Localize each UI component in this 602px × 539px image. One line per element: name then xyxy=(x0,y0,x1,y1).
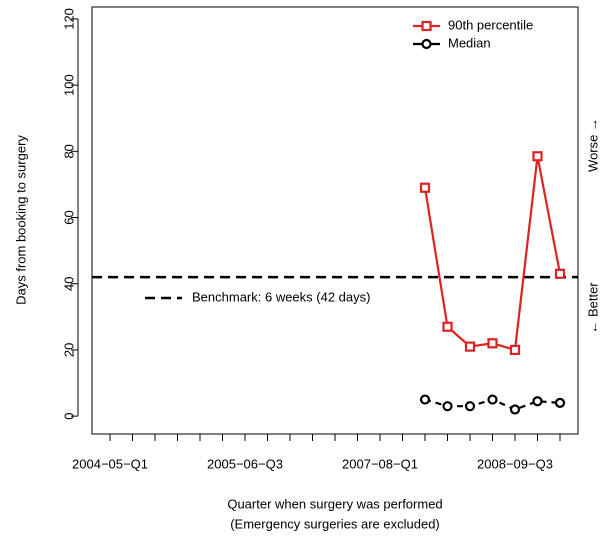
y-tick-label: 0 xyxy=(61,413,76,420)
plot-box xyxy=(91,6,579,435)
x-axis-sublabel: (Emergency surgeries are excluded) xyxy=(230,516,440,531)
y-tick-label: 120 xyxy=(61,8,76,30)
x-tick-label: 2007−08−Q1 xyxy=(342,456,418,471)
marker xyxy=(421,38,432,50)
y-tick-label: 20 xyxy=(61,343,76,357)
marker xyxy=(487,394,498,405)
y-tick-label: 40 xyxy=(61,276,76,290)
x-axis-label: Quarter when surgery was performed xyxy=(227,496,442,511)
y-axis-label: Days from booking to surgery xyxy=(13,135,28,305)
legend-label: Median xyxy=(448,35,491,50)
marker xyxy=(419,182,431,193)
marker xyxy=(464,341,476,352)
marker xyxy=(442,401,453,412)
marker xyxy=(554,397,566,408)
y-tick-label: 80 xyxy=(61,144,76,158)
marker xyxy=(509,344,521,356)
marker xyxy=(487,338,498,349)
x-tick-label: 2008−09−Q3 xyxy=(477,456,553,471)
marker xyxy=(509,404,521,415)
y-tick-label: 60 xyxy=(61,210,76,224)
marker xyxy=(442,321,453,332)
marker xyxy=(421,20,432,32)
x-tick-label: 2005−06−Q3 xyxy=(207,456,283,471)
better-label: ← Better xyxy=(585,282,600,334)
marker xyxy=(532,396,543,407)
worse-label: Worse → xyxy=(585,118,600,172)
x-tick-label: 2004−05−Q1 xyxy=(72,456,148,471)
marker xyxy=(464,401,476,412)
y-tick-label: 100 xyxy=(61,74,76,96)
series-line xyxy=(423,156,562,352)
benchmark-label: Benchmark: 6 weeks (42 days) xyxy=(192,289,370,304)
marker xyxy=(554,268,566,279)
legend-label: 90th percentile xyxy=(448,17,533,32)
marker xyxy=(532,151,543,162)
marker xyxy=(419,394,431,405)
